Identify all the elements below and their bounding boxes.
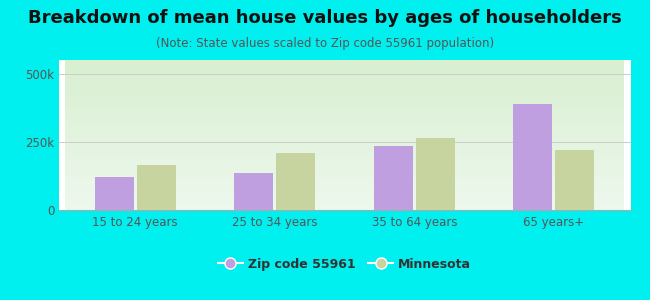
Bar: [136, 165, 176, 210]
Text: (Note: State values scaled to Zip code 55961 population): (Note: State values scaled to Zip code 5…: [156, 38, 494, 50]
Bar: [234, 173, 274, 210]
Bar: [374, 146, 413, 210]
Bar: [514, 103, 552, 210]
Bar: [555, 150, 594, 210]
Bar: [276, 153, 315, 210]
Text: Breakdown of mean house values by ages of householders: Breakdown of mean house values by ages o…: [28, 9, 622, 27]
Bar: [415, 138, 455, 210]
Legend: Zip code 55961, Minnesota: Zip code 55961, Minnesota: [213, 253, 476, 276]
Bar: [95, 177, 134, 210]
